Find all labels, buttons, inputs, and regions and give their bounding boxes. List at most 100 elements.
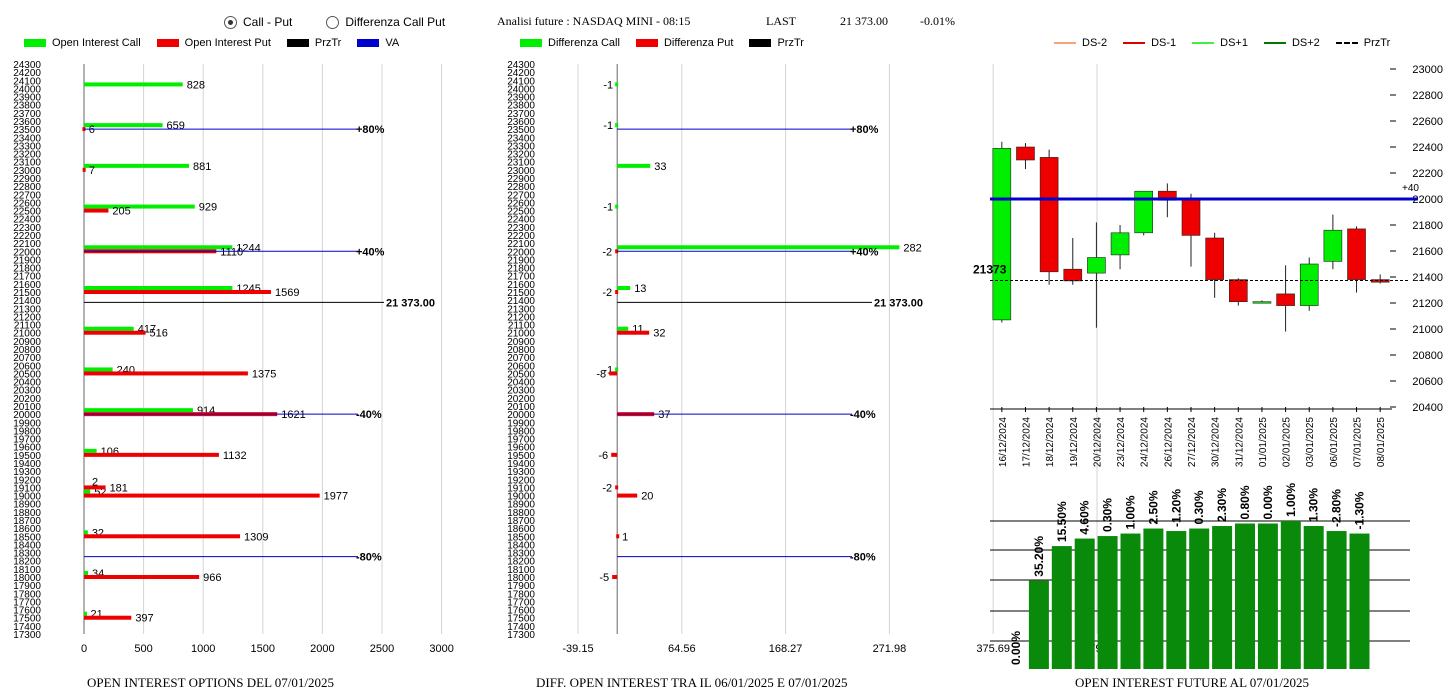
y-tick-label: 19700 [507, 435, 535, 446]
y-tick-label: 24300 [13, 60, 41, 71]
last-label: LAST [766, 14, 796, 28]
y-tick-label: 19000 [507, 492, 535, 503]
va-label: +40% [356, 246, 385, 258]
y-tick-label: 18800 [13, 508, 41, 519]
call-bar [84, 123, 163, 128]
future-bar [1303, 526, 1324, 669]
va-label: +80% [850, 124, 879, 136]
put-bar [611, 452, 618, 457]
y-tick-label: 18900 [13, 500, 41, 511]
y-tick-label: 24200 [13, 68, 41, 79]
y-tick-label: 18600 [507, 524, 535, 535]
put-bar [612, 575, 618, 579]
y-tick-label: 21400 [1412, 272, 1443, 284]
bar-label: 2.50% [1146, 490, 1160, 524]
data-label: 397 [135, 613, 153, 625]
y-tick-label: 23400 [13, 133, 41, 144]
future-bar [1189, 528, 1210, 669]
legend-item-przt: PrzTr [1335, 37, 1391, 49]
y-tick-label: 21100 [508, 321, 536, 332]
y-tick-label: 21400 [507, 296, 535, 307]
y-tick-label: 22200 [507, 231, 535, 242]
data-label: 37 [658, 409, 670, 421]
y-tick-label: 18400 [13, 540, 41, 551]
x-tick-label: 20/12/2024 [1092, 417, 1103, 467]
data-label: 1309 [244, 531, 268, 543]
data-label: 7 [89, 165, 95, 177]
legend-item-oi-call: Open Interest Call [24, 37, 141, 49]
y-tick-label: 17600 [13, 606, 41, 617]
y-tick-label: 18500 [507, 532, 535, 543]
data-label: -2 [602, 482, 612, 494]
data-label: 13 [634, 283, 646, 295]
level-label: +40 [1402, 183, 1419, 194]
bar-label: 2.30% [1215, 488, 1229, 522]
candle-body [992, 148, 1012, 321]
legend-label: PrzTr [314, 37, 342, 49]
put-bar [82, 167, 86, 172]
bar-label: 0.00% [1009, 631, 1023, 665]
y-tick-label: 22900 [13, 174, 41, 185]
y-tick-label: 22800 [1412, 90, 1443, 102]
legend-label: DS+1 [1220, 37, 1248, 49]
data-label: 20 [641, 491, 653, 503]
price-label: 21373 [973, 263, 1007, 277]
put-bar [84, 330, 146, 335]
y-tick-label: 19700 [13, 435, 41, 446]
x-tick-label: 17/12/2024 [1021, 417, 1032, 467]
put-bar [615, 249, 619, 254]
call-bar [84, 204, 195, 209]
legend-item-diff-put: Differenza Put [635, 37, 733, 49]
y-tick-label: 23400 [507, 133, 535, 144]
bar-label: 1.00% [1124, 495, 1138, 529]
y-tick-label: 23200 [507, 150, 535, 161]
future-bar [1051, 546, 1072, 669]
call-bar [617, 163, 651, 168]
y-tick-label: 20700 [507, 353, 535, 364]
legend-label: PrzTr [777, 37, 804, 49]
va-label: -40% [850, 409, 876, 421]
y-tick-label: 18200 [507, 557, 535, 568]
legend-item-ds-minus1: DS-1 [1123, 37, 1176, 49]
data-label: 205 [112, 206, 130, 218]
y-tick-label: 20100 [507, 402, 535, 413]
legend-label: PrzTr [1363, 37, 1391, 49]
y-tick-label: 23600 [507, 117, 535, 128]
y-tick-label: 17500 [507, 614, 535, 625]
y-tick-label: 19600 [13, 443, 41, 454]
x-tick-label: 3000 [429, 643, 453, 655]
y-tick-label: 21900 [507, 255, 535, 266]
y-tick-label: 20600 [507, 361, 535, 372]
y-tick-label: 19200 [507, 475, 535, 486]
legend-item-przt: PrzTr [286, 37, 342, 49]
data-label: 1132 [223, 450, 247, 462]
future-bar [1120, 533, 1141, 669]
data-label: 32 [653, 328, 665, 340]
y-tick-label: 20200 [13, 394, 41, 405]
va-label: -80% [850, 552, 876, 564]
y-tick-label: 20400 [507, 378, 535, 389]
y-tick-label: 23000 [13, 166, 41, 177]
bar-label: 1.30% [1307, 488, 1321, 522]
y-tick-label: 23900 [507, 93, 535, 104]
y-tick-label: 21600 [13, 280, 41, 291]
y-tick-label: 18100 [507, 565, 535, 576]
y-tick-label: 17800 [507, 589, 535, 600]
y-tick-label: 19400 [507, 459, 535, 470]
price-label: 21 373.00 [874, 297, 923, 309]
y-tick-label: 19500 [13, 451, 41, 462]
y-tick-label: 18100 [13, 565, 41, 576]
call-bar [84, 82, 183, 87]
legend-label: VA [385, 37, 400, 49]
y-tick-label: 21900 [13, 255, 41, 266]
radio-diff-label: Differenza Call Put [345, 15, 446, 29]
radio-call-put[interactable]: Call - Put [224, 15, 292, 29]
radio-diff-call-put[interactable]: Differenza Call Put [326, 15, 445, 29]
call-bar [84, 489, 91, 494]
y-tick-label: 21800 [1412, 220, 1443, 232]
candle-body [1205, 237, 1224, 280]
call-bar [84, 571, 89, 575]
y-tick-label: 17900 [507, 581, 535, 592]
legend-item-diff-call: Differenza Call [520, 37, 620, 49]
